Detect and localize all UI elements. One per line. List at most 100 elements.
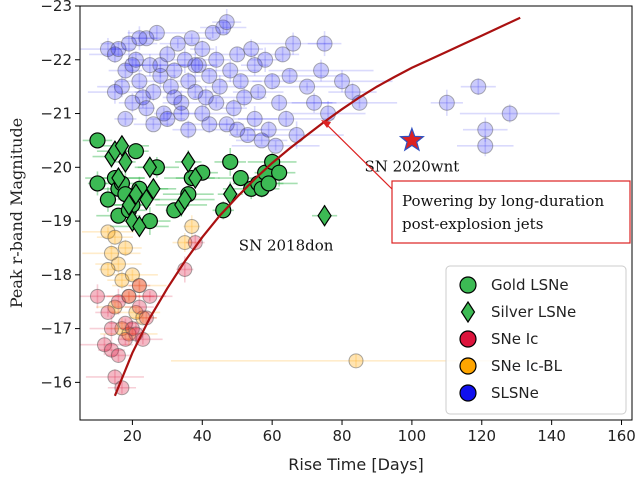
y-tick-label: −16	[40, 373, 72, 391]
annotation-box	[391, 180, 631, 244]
ic-point	[121, 288, 137, 304]
silver-lsne-point	[146, 177, 161, 200]
icbl-point	[124, 267, 140, 283]
slsne-point	[218, 14, 235, 31]
slsne-point	[124, 57, 141, 74]
icbl-point	[100, 261, 116, 277]
slsne-point	[253, 132, 270, 149]
silver-lsne-point	[317, 204, 332, 227]
ic-point	[100, 304, 116, 320]
y-axis-ticks: −23 −22 −21 −20 −19 −18 −17 −16	[40, 0, 80, 391]
x-tick-label: 120	[467, 427, 496, 445]
slsne-point	[246, 110, 263, 127]
slsne-point	[208, 94, 225, 111]
silver-lsne-point	[181, 150, 196, 174]
y-tick-label: −22	[40, 51, 72, 69]
y-tick-label: −19	[40, 212, 72, 230]
ic-point	[187, 235, 203, 251]
slsne-point	[127, 51, 144, 68]
slsne-point	[173, 94, 190, 111]
slsne-point	[334, 73, 351, 90]
gold-point	[222, 153, 239, 171]
slsne-point	[229, 121, 246, 138]
x-axis-label: Rise Time [Days]	[288, 455, 423, 474]
slsne-point	[131, 73, 148, 90]
slsne-point	[260, 121, 277, 138]
slsne-point	[166, 89, 183, 106]
slsne-point	[257, 51, 274, 68]
slsne-point	[477, 137, 494, 154]
silver-lsne-point	[128, 183, 144, 206]
silver-lsne-point	[114, 134, 130, 157]
slsne-point	[222, 62, 239, 79]
silver-lsne-point	[111, 166, 126, 190]
ic-point	[103, 321, 119, 337]
slsne-point	[229, 46, 246, 63]
slsne-point	[155, 105, 172, 122]
gold-point	[271, 164, 288, 181]
slsne-point	[211, 78, 228, 95]
legend-label: SLSNe	[491, 384, 539, 402]
slsne-point	[141, 57, 158, 74]
slsne-point	[201, 116, 218, 133]
annotations: SN 2020wnt SN 2018don Powering by long-dur…	[239, 119, 631, 255]
ic-point	[110, 347, 126, 363]
y-tick-label: −20	[40, 158, 72, 176]
slsne-point	[169, 35, 186, 52]
legend-box	[445, 265, 627, 415]
x-axis-ticks: 20 40 60 80 100 120 140 160	[123, 420, 635, 445]
slsne-point	[225, 100, 242, 117]
slsne-point	[236, 89, 253, 106]
x-tick-label: 40	[193, 427, 212, 445]
legend: Gold LSNe Silver LSNe SNe Ic SNe Ic-BL SLSNe	[445, 265, 627, 415]
x-tick-label: 160	[607, 427, 635, 445]
legend-marker	[459, 384, 477, 402]
slsne-point	[145, 84, 162, 101]
annotation-box-text: post-explosion jets	[402, 215, 543, 233]
slsne-point	[215, 19, 232, 36]
icbl-point	[107, 229, 123, 245]
y-tick-label: −21	[40, 105, 72, 123]
icbl-point	[117, 240, 133, 256]
slsne-point	[281, 67, 298, 84]
sn2020wnt-star-marker	[398, 126, 425, 152]
slsne-point	[201, 67, 218, 84]
slsne-point	[218, 116, 235, 133]
x-tick-label: 60	[263, 427, 282, 445]
icbl-point	[103, 245, 119, 261]
slsne-point	[470, 78, 487, 95]
slsne-point	[243, 41, 260, 58]
ic-point	[117, 331, 133, 347]
legend-marker	[459, 276, 477, 294]
slsne-point	[183, 30, 200, 47]
annotation-arrow-head	[321, 119, 332, 128]
plot-frame	[79, 5, 633, 421]
legend-label: Gold LSNe	[491, 276, 569, 294]
slsne-point	[162, 78, 179, 95]
slsne-point	[152, 57, 169, 74]
y-tick-label: −23	[40, 0, 72, 15]
silver-lsne-point	[188, 166, 203, 190]
slsne-point	[232, 73, 249, 90]
slsne-point	[117, 62, 134, 79]
icbl-point	[348, 353, 364, 369]
gold-point	[89, 175, 106, 192]
slsne-point	[138, 100, 155, 117]
slsne-point	[173, 105, 190, 122]
silver-lsne-point	[139, 188, 154, 211]
x-tick-label: 20	[123, 427, 142, 445]
annotation-arrow	[324, 122, 393, 190]
slsne-point	[246, 57, 263, 74]
slsne-point	[197, 89, 214, 106]
legend-marker	[460, 300, 476, 324]
slsne-point	[176, 51, 193, 68]
ic-point	[131, 278, 147, 294]
x-tick-label: 100	[398, 427, 427, 445]
silver-lsne-point	[223, 183, 238, 206]
legend-label: SNe Ic	[491, 330, 538, 348]
slsne-point	[117, 110, 134, 127]
jet-powering-curve	[113, 16, 521, 397]
slsne-point	[285, 35, 302, 52]
slsne-point	[250, 84, 267, 101]
